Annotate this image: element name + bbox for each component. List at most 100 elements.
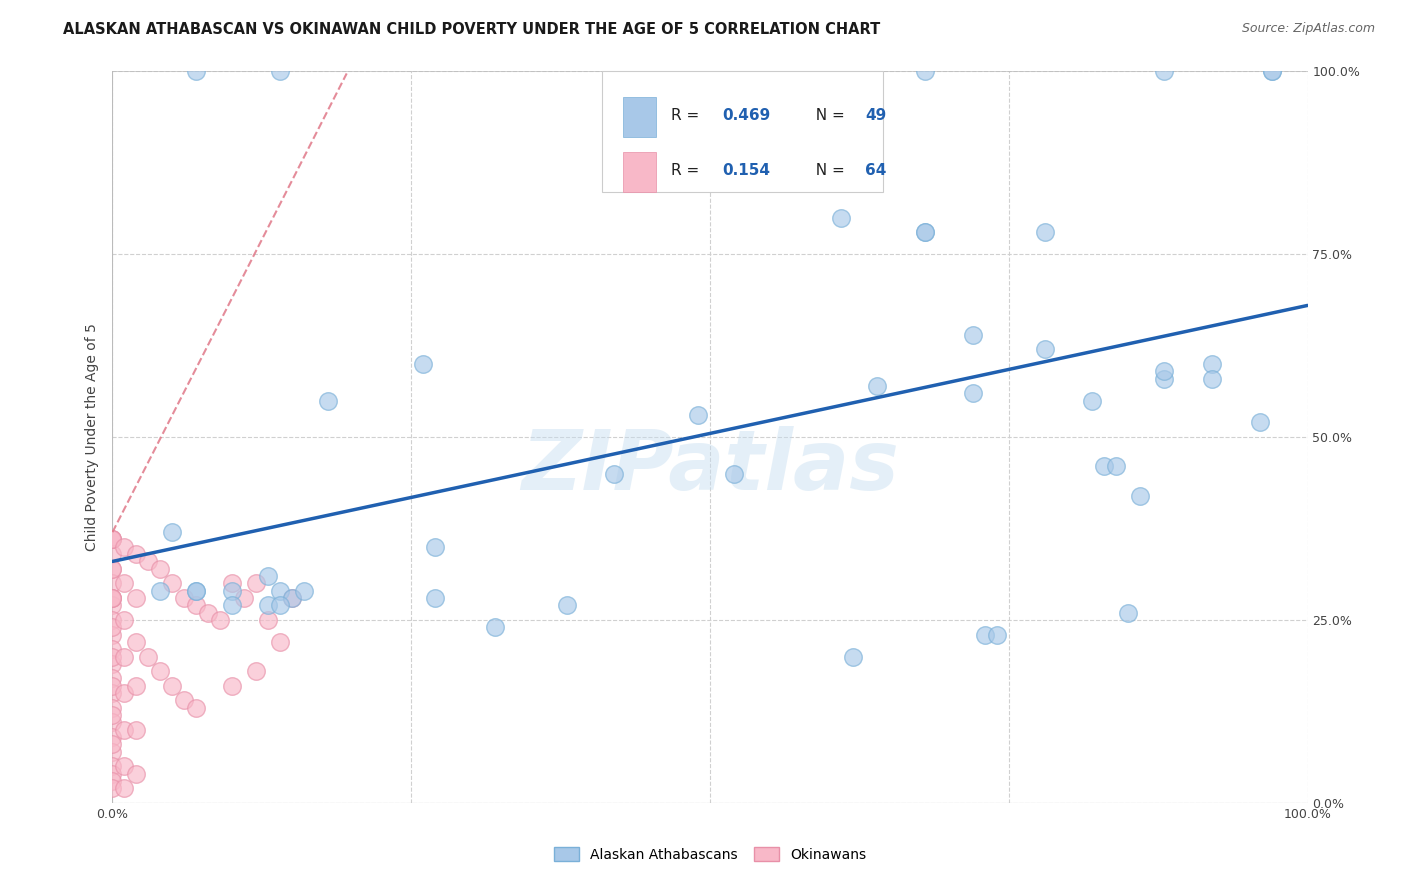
Point — [1081, 393, 1104, 408]
Point — [723, 467, 745, 481]
Point — [101, 599, 124, 613]
Point — [114, 576, 135, 591]
Point — [149, 583, 172, 598]
Point — [149, 664, 172, 678]
Text: N =: N = — [806, 162, 849, 178]
Point — [221, 583, 243, 598]
Point — [138, 649, 160, 664]
Point — [114, 759, 135, 773]
Point — [186, 599, 208, 613]
Point — [186, 583, 208, 598]
Point — [101, 700, 124, 714]
Point — [257, 569, 280, 583]
Text: ALASKAN ATHABASCAN VS OKINAWAN CHILD POVERTY UNDER THE AGE OF 5 CORRELATION CHAR: ALASKAN ATHABASCAN VS OKINAWAN CHILD POV… — [63, 22, 880, 37]
Point — [281, 591, 304, 605]
Point — [1153, 364, 1175, 378]
Point — [101, 672, 124, 686]
Point — [1153, 64, 1175, 78]
Point — [186, 700, 208, 714]
Point — [101, 759, 124, 773]
Point — [1033, 343, 1056, 357]
Y-axis label: Child Poverty Under the Age of 5: Child Poverty Under the Age of 5 — [86, 323, 100, 551]
Point — [101, 773, 124, 788]
Point — [101, 708, 124, 723]
Point — [101, 591, 124, 605]
Point — [186, 583, 208, 598]
Point — [1153, 371, 1175, 385]
Point — [101, 620, 124, 634]
Point — [114, 613, 135, 627]
Point — [603, 467, 626, 481]
Point — [257, 599, 280, 613]
Point — [1118, 606, 1140, 620]
Point — [101, 745, 124, 759]
Point — [914, 225, 936, 239]
Point — [688, 408, 710, 422]
Point — [101, 576, 124, 591]
Point — [162, 576, 183, 591]
Point — [101, 591, 124, 605]
Point — [114, 540, 135, 554]
Point — [842, 649, 865, 664]
Point — [101, 649, 124, 664]
Text: 0.469: 0.469 — [723, 108, 770, 123]
Point — [245, 664, 267, 678]
Point — [1201, 357, 1223, 371]
Legend: Alaskan Athabascans, Okinawans: Alaskan Athabascans, Okinawans — [554, 847, 866, 862]
Point — [1261, 64, 1284, 78]
Point — [101, 686, 124, 700]
Point — [138, 554, 160, 568]
Point — [101, 627, 124, 641]
Point — [555, 599, 578, 613]
Text: Source: ZipAtlas.com: Source: ZipAtlas.com — [1241, 22, 1375, 36]
Point — [233, 591, 256, 605]
Point — [101, 562, 124, 576]
Point — [101, 533, 124, 547]
Point — [269, 583, 291, 598]
Point — [914, 225, 936, 239]
Point — [125, 679, 148, 693]
Point — [101, 533, 124, 547]
Point — [281, 591, 304, 605]
Point — [221, 679, 243, 693]
Point — [292, 583, 315, 598]
Text: 64: 64 — [866, 162, 887, 178]
Bar — [623, 97, 657, 137]
Point — [101, 730, 124, 744]
Point — [245, 576, 267, 591]
Point — [101, 591, 124, 605]
Text: 0.154: 0.154 — [723, 162, 770, 178]
Point — [101, 679, 124, 693]
Point — [114, 781, 135, 796]
Point — [101, 613, 124, 627]
Point — [125, 723, 148, 737]
Point — [173, 591, 195, 605]
Point — [101, 737, 124, 751]
Point — [114, 686, 135, 700]
Point — [1094, 459, 1116, 474]
Point — [962, 386, 984, 401]
Point — [688, 64, 710, 78]
Point — [173, 693, 195, 707]
Point — [114, 649, 135, 664]
Point — [101, 781, 124, 796]
Point — [186, 64, 208, 78]
Point — [1201, 371, 1223, 385]
Point — [101, 533, 124, 547]
Point — [866, 379, 889, 393]
Point — [269, 64, 291, 78]
Point — [412, 357, 434, 371]
Point — [101, 562, 124, 576]
Point — [1105, 459, 1128, 474]
Point — [101, 715, 124, 730]
Point — [269, 599, 291, 613]
Point — [914, 64, 936, 78]
Text: 49: 49 — [866, 108, 887, 123]
Point — [125, 547, 148, 561]
Point — [101, 657, 124, 671]
Point — [831, 211, 853, 225]
Point — [1261, 64, 1284, 78]
Point — [221, 599, 243, 613]
Point — [125, 635, 148, 649]
Point — [101, 547, 124, 561]
